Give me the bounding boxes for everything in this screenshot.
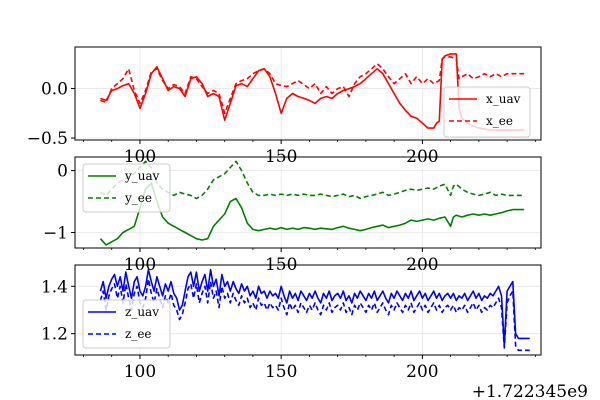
series-line-x-uav xyxy=(100,53,525,131)
y-tick-label: 1.2 xyxy=(41,325,68,345)
legend-label-y-uav: y_uav xyxy=(124,169,160,183)
legend: y_uav y_ee xyxy=(82,163,171,213)
y-tick-label: −0.5 xyxy=(27,129,68,149)
axes-frame xyxy=(74,46,542,141)
axes-frame xyxy=(74,156,542,249)
series-line-x-ee xyxy=(100,56,525,115)
legend-label-x-ee: x_ee xyxy=(486,114,513,128)
axes-frame xyxy=(74,264,542,356)
x-axis-offset-label: +1.722345e9 xyxy=(472,382,588,400)
series-line-y-ee xyxy=(100,160,525,200)
legend-label-y-ee: y_ee xyxy=(124,191,152,205)
y-tick-label: 0.0 xyxy=(41,80,68,100)
panel-z: 100 150 200 1.2 1.4 z_uav z_ee xyxy=(41,264,542,382)
series-line-z-uav xyxy=(99,268,530,347)
x-tick-label: 100 xyxy=(124,362,156,382)
legend-label-z-uav: z_uav xyxy=(125,305,159,319)
legend-label-x-uav: x_uav xyxy=(486,92,521,106)
legend: z_uav z_ee xyxy=(82,299,171,349)
y-tick-label: 1.4 xyxy=(41,277,68,297)
x-tick-label: 150 xyxy=(265,362,297,382)
x-tick-label: 200 xyxy=(406,362,438,382)
series-line-y-uav xyxy=(99,182,525,246)
legend-label-z-ee: z_ee xyxy=(125,327,152,341)
legend: x_uav x_ee xyxy=(443,86,531,138)
y-tick-label: −1 xyxy=(43,224,68,244)
series-line-z-ee xyxy=(99,278,530,352)
y-tick-label: 0 xyxy=(57,162,68,182)
